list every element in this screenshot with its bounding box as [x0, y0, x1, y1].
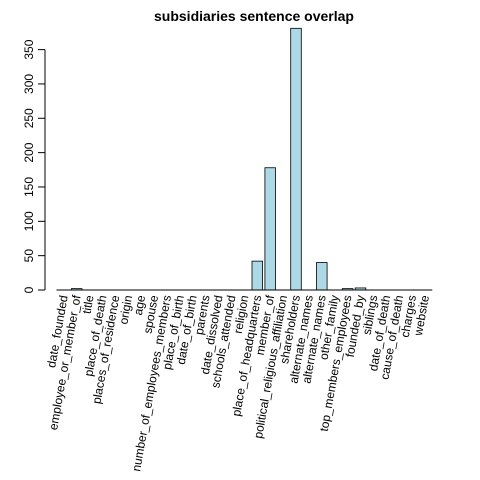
- bar: [316, 262, 328, 291]
- x-axis-labels: date_foundedemployee_or_member_oftitlepl…: [44, 289, 433, 473]
- bar: [251, 260, 264, 291]
- x-tick-label: siblings: [360, 294, 381, 336]
- y-tick-label: 200: [22, 142, 36, 162]
- x-tick-label: religion: [231, 294, 252, 335]
- bar: [264, 167, 276, 291]
- y-axis: 0 50 100 150 200 250 300 350: [22, 39, 46, 293]
- y-tick-label: 150: [22, 177, 36, 197]
- y-tick-label: 50: [22, 249, 36, 263]
- bars-group: [58, 27, 431, 291]
- x-tick-label: spouse: [141, 294, 162, 335]
- y-tick-label: 100: [22, 211, 36, 231]
- y-tick-label: 350: [22, 39, 36, 59]
- x-tick-label: age: [131, 294, 148, 316]
- y-tick-label: 300: [22, 74, 36, 94]
- y-tick-label: 250: [22, 108, 36, 128]
- y-tick-label: 0: [22, 286, 36, 293]
- x-tick-label: title: [80, 294, 97, 315]
- x-tick-label: origin: [116, 294, 135, 325]
- x-tick-label: parents: [192, 294, 213, 336]
- bar: [290, 27, 302, 291]
- chart-title: subsidiaries sentence overlap: [154, 8, 354, 24]
